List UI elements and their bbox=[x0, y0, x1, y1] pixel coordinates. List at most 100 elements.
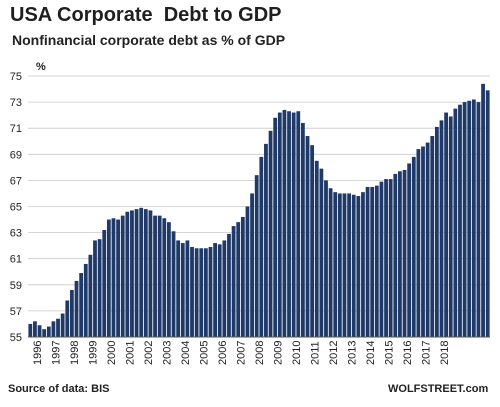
bar bbox=[194, 248, 199, 337]
bar bbox=[282, 109, 287, 338]
bar bbox=[305, 136, 310, 337]
bar bbox=[176, 240, 181, 337]
bar bbox=[65, 300, 70, 337]
bar bbox=[254, 175, 259, 337]
bar-series bbox=[28, 83, 490, 338]
gridlines bbox=[28, 75, 490, 338]
bar bbox=[259, 156, 264, 337]
bar bbox=[374, 185, 379, 337]
chart-title: USA Corporate Debt to GDP bbox=[10, 4, 282, 26]
bar bbox=[301, 122, 305, 337]
bar bbox=[384, 179, 388, 337]
bar bbox=[153, 215, 157, 337]
chart-subtitle: Nonfinancial corporate debt as % of GDP bbox=[12, 32, 286, 48]
bar bbox=[217, 244, 222, 337]
x-tick-label: 2003 bbox=[162, 341, 174, 365]
bar bbox=[485, 90, 490, 337]
bar bbox=[236, 222, 241, 337]
y-tick-label: 61 bbox=[10, 254, 22, 266]
bar bbox=[37, 325, 42, 337]
y-tick-label: 65 bbox=[10, 202, 22, 214]
bar bbox=[180, 243, 185, 337]
x-axis: 1996 1997 1998 1999 2000 2001 2002 2003 2004 2005… bbox=[32, 341, 451, 365]
bar bbox=[411, 156, 416, 337]
bar bbox=[365, 186, 370, 337]
x-tick-label: 1999 bbox=[88, 341, 100, 365]
bar bbox=[434, 126, 439, 338]
bar bbox=[134, 209, 139, 337]
bar bbox=[199, 248, 204, 337]
bar bbox=[351, 194, 356, 337]
bar bbox=[116, 219, 120, 337]
bar bbox=[416, 149, 421, 337]
y-axis-label: % bbox=[36, 61, 46, 73]
x-tick-label: 2010 bbox=[291, 341, 303, 365]
bar bbox=[60, 313, 65, 337]
x-tick-label: 2018 bbox=[439, 341, 451, 365]
bar bbox=[361, 192, 365, 337]
bar bbox=[130, 210, 134, 337]
bar bbox=[51, 321, 56, 337]
x-tick-label: 1996 bbox=[32, 341, 44, 365]
bar bbox=[471, 99, 476, 338]
x-tick-label: 2014 bbox=[365, 341, 377, 365]
bar bbox=[42, 329, 47, 337]
y-axis: 55 57 59 61 63 65 67 69 71 73 75 bbox=[10, 71, 22, 344]
bar bbox=[393, 173, 398, 338]
bar bbox=[162, 218, 167, 337]
bar bbox=[287, 111, 291, 338]
x-tick-label: 2002 bbox=[143, 341, 155, 365]
x-tick-label: 2012 bbox=[328, 341, 340, 365]
bar bbox=[157, 215, 162, 337]
x-tick-label: 2005 bbox=[199, 341, 211, 365]
bar bbox=[462, 102, 467, 337]
bar bbox=[273, 117, 278, 337]
bar bbox=[402, 169, 407, 337]
bar bbox=[268, 130, 273, 337]
bar bbox=[245, 206, 250, 337]
bar bbox=[111, 218, 116, 337]
bar bbox=[333, 192, 338, 337]
bar bbox=[310, 145, 315, 337]
bar bbox=[407, 163, 412, 337]
bar bbox=[421, 146, 425, 337]
bar bbox=[46, 326, 51, 337]
bar bbox=[227, 233, 231, 337]
bar bbox=[370, 186, 375, 337]
bar bbox=[240, 216, 245, 337]
bar bbox=[70, 290, 74, 337]
y-tick-label: 55 bbox=[10, 332, 22, 344]
bar bbox=[28, 323, 33, 337]
x-tick-label: 2000 bbox=[106, 341, 118, 365]
brand-label: WOLFSTREET.com bbox=[388, 383, 489, 395]
bar bbox=[337, 193, 342, 337]
bar bbox=[476, 102, 481, 337]
bar bbox=[430, 136, 435, 337]
x-tick-label: 2016 bbox=[402, 341, 414, 365]
bar bbox=[106, 219, 111, 337]
x-tick-label: 2007 bbox=[236, 341, 248, 365]
bar bbox=[439, 120, 444, 338]
bar bbox=[458, 104, 462, 338]
bar bbox=[328, 188, 333, 337]
bar bbox=[250, 193, 254, 337]
y-tick-label: 71 bbox=[10, 123, 22, 135]
bar bbox=[148, 210, 153, 337]
bar bbox=[79, 273, 84, 337]
bar bbox=[33, 321, 37, 337]
bar bbox=[74, 280, 79, 337]
bar bbox=[93, 240, 97, 337]
bar bbox=[203, 248, 208, 337]
x-tick-label: 1997 bbox=[51, 341, 63, 365]
bar bbox=[231, 226, 236, 337]
y-tick-label: 73 bbox=[10, 97, 22, 109]
bar bbox=[314, 160, 319, 337]
y-tick-label: 63 bbox=[10, 228, 22, 240]
bar bbox=[139, 207, 144, 337]
x-tick-label: 2009 bbox=[272, 341, 284, 365]
x-tick-label: 2013 bbox=[346, 341, 358, 365]
bar bbox=[296, 111, 301, 338]
y-tick-label: 67 bbox=[10, 175, 22, 187]
